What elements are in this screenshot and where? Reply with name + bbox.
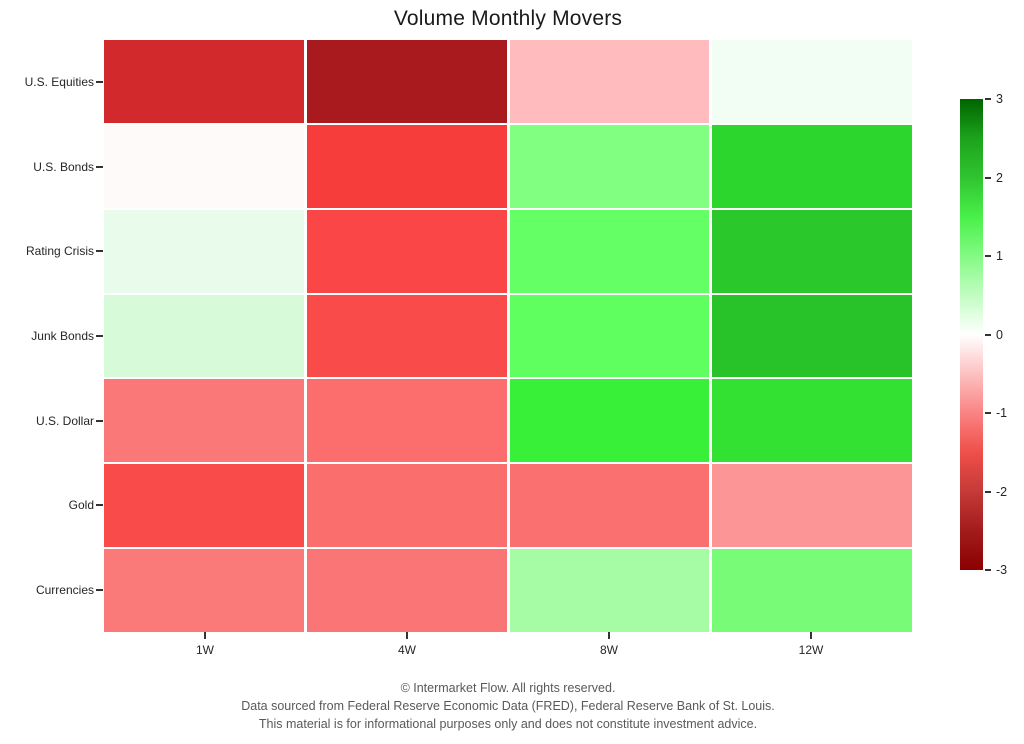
footer-source: Data sourced from Federal Reserve Econom… bbox=[241, 699, 775, 713]
y-axis-label: Rating Crisis bbox=[25, 244, 94, 259]
heatmap-cell bbox=[104, 40, 304, 123]
y-tick bbox=[96, 250, 103, 253]
heatmap-cell bbox=[104, 124, 304, 208]
heatmap-cell bbox=[104, 294, 304, 378]
heatmap-cell bbox=[712, 294, 912, 378]
heatmap-cell bbox=[712, 379, 912, 463]
heatmap-cell bbox=[509, 464, 710, 548]
x-axis-label: 8W bbox=[600, 643, 618, 657]
y-tick bbox=[96, 419, 103, 422]
heatmap-cell bbox=[306, 549, 507, 632]
colorbar-tick-label: -1 bbox=[996, 406, 1008, 420]
heatmap-cell bbox=[509, 40, 710, 123]
heatmap-cell bbox=[306, 40, 507, 123]
footer-disclaimer: This material is for informational purpo… bbox=[258, 717, 758, 731]
footer-copyright: © Intermarket Flow. All rights reserved. bbox=[400, 681, 616, 695]
colorbar-tick bbox=[985, 176, 991, 179]
heatmap-cell bbox=[306, 294, 507, 378]
y-axis-label: U.S. Equities bbox=[24, 75, 94, 90]
colorbar-tick bbox=[985, 569, 991, 571]
y-tick bbox=[96, 504, 103, 507]
y-tick bbox=[96, 165, 103, 168]
heatmap-cell bbox=[509, 124, 710, 208]
heatmap-cell bbox=[509, 379, 710, 463]
colorbar-tick-label: 0 bbox=[996, 327, 1003, 342]
colorbar-tick-label: 1 bbox=[996, 249, 1003, 263]
colorbar-tick-label: 3 bbox=[996, 92, 1003, 106]
x-axis-label: 4W bbox=[398, 643, 416, 657]
y-tick bbox=[96, 81, 103, 84]
colorbar-tick-label: -2 bbox=[996, 484, 1008, 499]
heatmap-cell bbox=[306, 209, 507, 293]
footer: © Intermarket Flow. All rights reserved.… bbox=[0, 679, 1016, 733]
heatmap-cell bbox=[104, 549, 304, 632]
chart-title: Volume Monthly Movers bbox=[393, 7, 623, 30]
x-axis-label: 12W bbox=[798, 643, 824, 657]
x-tick bbox=[810, 632, 812, 639]
heatmap-cell bbox=[104, 464, 304, 548]
heatmap-cell bbox=[509, 294, 710, 378]
y-tick bbox=[96, 335, 103, 337]
heatmap-cell bbox=[712, 124, 912, 208]
colorbar-tick-label: 2 bbox=[996, 170, 1003, 185]
heatmap-cell bbox=[509, 549, 710, 632]
x-axis-label: 1W bbox=[196, 643, 214, 657]
colorbar-tick-label: -3 bbox=[996, 563, 1008, 577]
colorbar-tick bbox=[985, 412, 991, 414]
y-tick bbox=[96, 588, 103, 591]
heatmap-cell bbox=[104, 209, 304, 293]
heatmap-cell bbox=[306, 124, 507, 208]
heatmap-cell bbox=[712, 209, 912, 293]
x-tick bbox=[608, 632, 610, 639]
heatmap-plot bbox=[104, 40, 912, 632]
colorbar-tick bbox=[985, 98, 991, 100]
y-axis-label: Currencies bbox=[35, 582, 94, 597]
heatmap-cell bbox=[306, 379, 507, 463]
x-tick bbox=[204, 632, 206, 639]
heatmap-cell bbox=[712, 464, 912, 548]
y-axis-label: U.S. Dollar bbox=[35, 413, 94, 428]
y-axis-label: U.S. Bonds bbox=[33, 159, 94, 174]
y-axis-label: Gold bbox=[68, 498, 94, 513]
y-axis-label: Junk Bonds bbox=[31, 329, 94, 343]
colorbar-tick bbox=[985, 333, 991, 336]
heatmap-cell bbox=[104, 379, 304, 463]
heatmap-cell bbox=[712, 40, 912, 123]
heatmap-cell bbox=[306, 464, 507, 548]
heatmap-cell bbox=[712, 549, 912, 632]
colorbar-tick bbox=[985, 255, 991, 257]
colorbar bbox=[960, 99, 983, 570]
colorbar-tick bbox=[985, 490, 991, 493]
x-tick bbox=[406, 632, 408, 639]
heatmap-cell bbox=[509, 209, 710, 293]
